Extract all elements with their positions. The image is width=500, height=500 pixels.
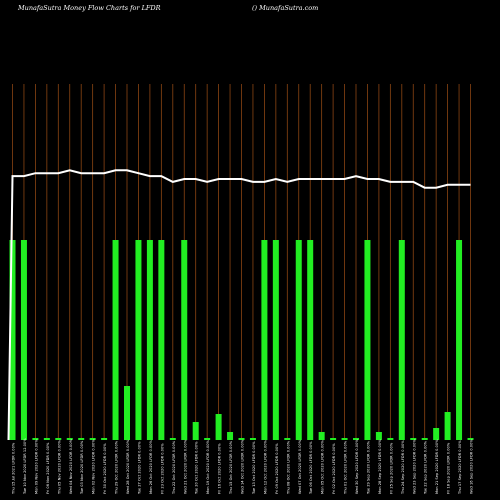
bar [295, 240, 302, 440]
x-tick-label: Tue 22 Sep 2020 LFDR 0.00% [424, 440, 428, 495]
bar [261, 240, 268, 440]
x-tick-label: Mon 05 Oct 2020 LFDR 0.00% [321, 439, 325, 494]
bar [387, 438, 394, 440]
x-tick-label: Mon 02 Nov 2020 LFDR 0.00% [92, 439, 96, 494]
x-tick-label: Wed 21 Oct 2020 LFDR 0.00% [183, 439, 187, 494]
line-series [7, 169, 471, 441]
bar [55, 438, 62, 440]
x-tick-label: Fri 25 Sep 2020 LFDR 0.00% [389, 442, 393, 494]
x-tick-label: Fri 06 Nov 2020 LFDR 0.00% [46, 442, 50, 494]
bar [101, 438, 108, 440]
bar [78, 438, 85, 440]
x-tick-label: Fri 30 Oct 2020 LFDR 0.00% [103, 443, 107, 494]
bar [330, 438, 337, 440]
bar [204, 438, 211, 440]
bar [227, 432, 234, 440]
chart-title: MunafaSutra Money Flow Charts for LFDR [18, 4, 161, 12]
bar [146, 240, 153, 440]
bar [238, 438, 245, 440]
x-tick-label: Tue 03 Nov 2020 LFDR 0.00% [80, 440, 84, 495]
bar [307, 240, 314, 440]
bar [20, 240, 27, 440]
bar [421, 438, 428, 440]
bar [89, 438, 96, 440]
x-tick-label: Thu 22 Oct 2020 LFDR 0.00% [172, 440, 176, 495]
bar [467, 438, 474, 440]
x-tick-label: Mon 28 Sep 2020 LFDR 0.00% [378, 439, 382, 494]
x-tick-label: Wed 14 Oct 2020 LFDR 0.00% [241, 439, 245, 494]
x-tick-label: Mon 26 Oct 2020 LFDR 0.00% [149, 439, 153, 494]
x-tick-label: Mon 12 Oct 2020 LFDR 0.00% [263, 439, 267, 494]
bar [9, 240, 16, 440]
x-tick-label: Wed 28 Oct 2020 LFDR 0.00% [126, 439, 130, 494]
x-tick-labels: Thu 15 Jul 2021 LFDR 0.00% Tue 10 Nov 202… [12, 438, 474, 495]
x-tick-label: Tue 10 Nov 2020 LFDR 12.00% [23, 438, 27, 495]
bar [364, 240, 371, 440]
bar [249, 438, 256, 440]
x-tick-label: Thu 17 Sep 2020 LFDR 0.00% [458, 440, 462, 495]
bar [124, 386, 130, 440]
bar [158, 240, 165, 440]
bar [272, 240, 279, 440]
x-tick-label: Tue 13 Oct 2020 LFDR 0.00% [252, 441, 256, 495]
bar [444, 412, 451, 440]
x-tick-label: Fri 02 Oct 2020 LFDR 0.00% [332, 443, 336, 494]
x-tick-label: Mon 21 Sep 2020 LFDR 0.00% [435, 439, 439, 494]
x-tick-label: Fri 16 Oct 2020 LFDR 0.00% [218, 443, 222, 494]
bar [410, 438, 417, 440]
x-tick-label: Tue 27 Oct 2020 LFDR 0.00% [137, 441, 141, 495]
bar [318, 432, 325, 440]
bar [341, 438, 348, 440]
bar [135, 240, 142, 440]
x-tick-label: Wed 23 Sep 2020 LFDR 0.00% [412, 439, 416, 494]
x-tick-label: Wed 07 Oct 2020 LFDR 0.00% [298, 439, 302, 494]
x-tick-label: Thu 08 Oct 2020 LFDR 0.00% [286, 440, 290, 495]
x-tick-label: Fri 23 Oct 2020 LFDR 0.00% [160, 443, 164, 494]
line-path [7, 169, 471, 441]
x-tick-label: Tue 20 Oct 2020 LFDR 0.00% [195, 441, 199, 495]
bar [66, 438, 73, 440]
x-tick-label: Fri 18 Sep 2020 LFDR 0.00% [447, 442, 451, 494]
bar [169, 438, 176, 440]
x-tick-label: Tue 29 Sep 2020 LFDR 0.00% [366, 440, 370, 495]
x-tick-label: Mon 19 Oct 2020 LFDR 0.00% [206, 439, 210, 494]
chart-credit: () MunafaSutra.com [252, 4, 319, 12]
bar [456, 240, 463, 440]
bar-series [9, 240, 474, 440]
bar [284, 438, 291, 440]
x-tick-label: Thu 29 Oct 2020 LFDR 0.00% [115, 440, 119, 495]
x-tick-label: Thu 05 Nov 2020 LFDR 0.00% [57, 439, 61, 495]
bar [353, 438, 359, 440]
bar [43, 438, 50, 440]
x-tick-label: Thu 15 Oct 2020 LFDR 0.00% [229, 440, 233, 495]
bar [375, 432, 382, 440]
bar [215, 414, 222, 440]
x-tick-label: Thu 15 Jul 2021 LFDR 0.00% [12, 442, 16, 495]
bar [32, 438, 39, 440]
bar [112, 240, 119, 440]
x-tick-label: Mon 09 Nov 2020 LFDR 0.00% [34, 439, 38, 494]
bar [398, 240, 405, 440]
x-tick-label: Thu 24 Sep 2020 LFDR 0.00% [401, 440, 405, 495]
bar [192, 422, 199, 440]
x-tick-label: Fri 09 Oct 2020 LFDR 0.00% [275, 443, 279, 494]
x-tick-label: Wed 16 Sep 2020 LFDR 0.00% [470, 439, 474, 494]
bar [433, 428, 440, 440]
x-tick-label: Thu 01 Oct 2020 LFDR 0.00% [344, 440, 348, 495]
bar [181, 240, 188, 440]
x-tick-label: Wed 30 Sep 2020 LFDR 0.00% [355, 439, 359, 494]
x-tick-label: Tue 06 Oct 2020 LFDR 0.00% [309, 441, 313, 495]
x-tick-label: Wed 04 Nov 2020 LFDR 0.00% [69, 438, 73, 494]
